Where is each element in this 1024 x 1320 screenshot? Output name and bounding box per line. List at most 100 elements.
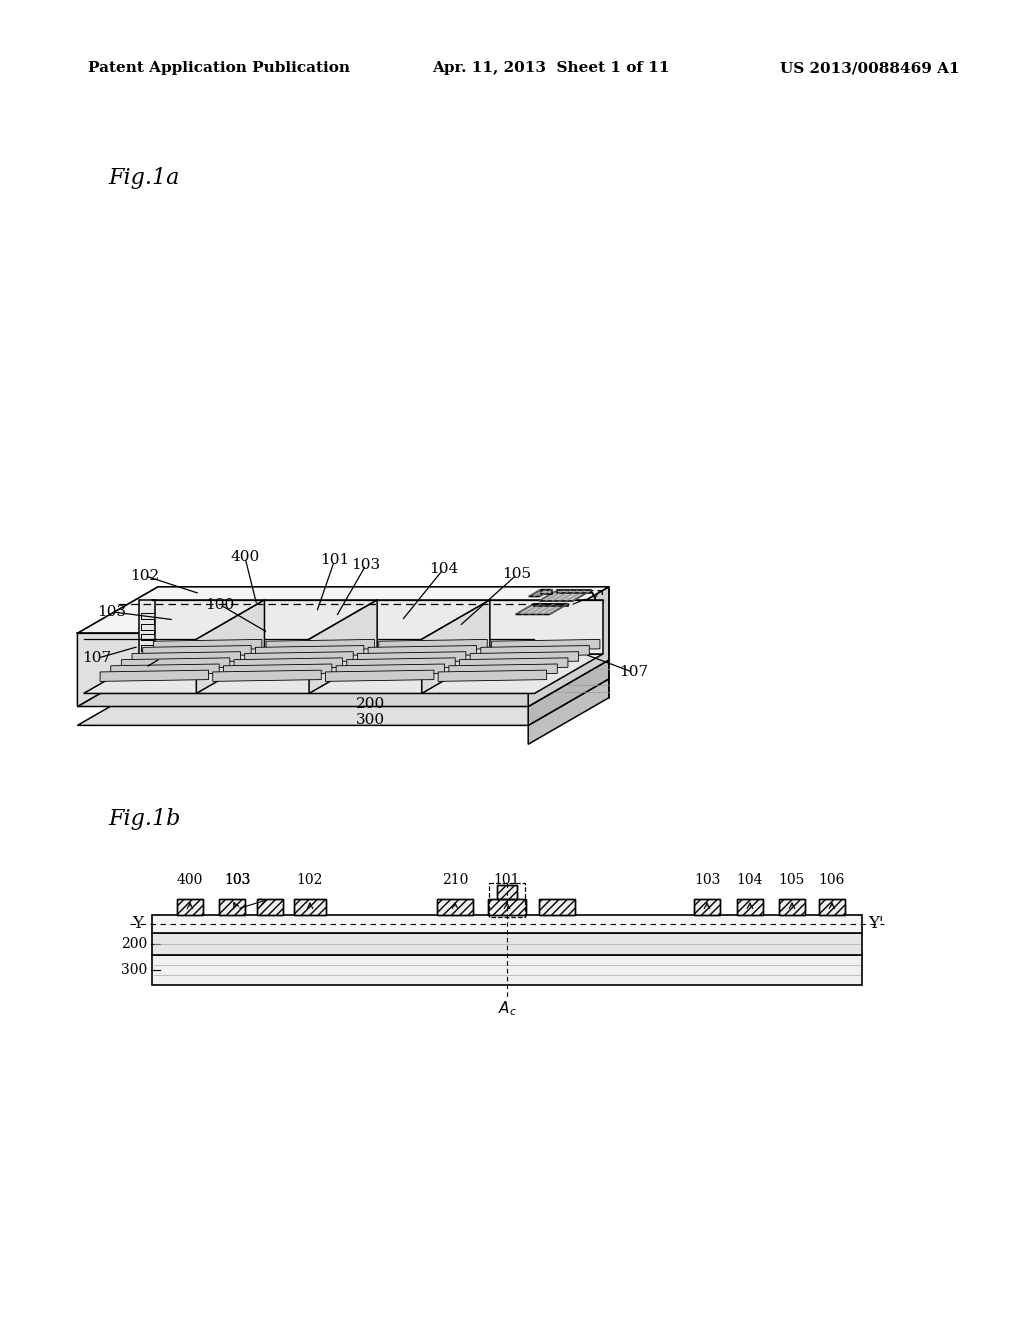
Text: 107: 107 (618, 665, 648, 680)
Text: Fig.1a: Fig.1a (108, 168, 179, 189)
Bar (152, 954, 862, 985)
Bar (488, 899, 526, 915)
Polygon shape (158, 678, 609, 698)
Polygon shape (78, 678, 609, 726)
Bar (737, 899, 763, 915)
Text: 104: 104 (429, 562, 459, 576)
Text: 300: 300 (356, 713, 385, 726)
Text: Apr. 11, 2013  Sheet 1 of 11: Apr. 11, 2013 Sheet 1 of 11 (432, 61, 670, 75)
Text: 103: 103 (97, 605, 127, 619)
Polygon shape (158, 587, 609, 660)
Bar (219, 899, 245, 915)
Polygon shape (111, 664, 219, 676)
Polygon shape (336, 664, 444, 676)
Polygon shape (357, 652, 466, 663)
Bar (539, 899, 575, 915)
Polygon shape (158, 660, 609, 678)
Polygon shape (78, 587, 609, 634)
Polygon shape (139, 601, 156, 661)
Text: 400: 400 (177, 873, 203, 887)
Text: 101: 101 (319, 553, 349, 568)
Bar (779, 899, 805, 915)
Text: Y: Y (130, 663, 142, 681)
Polygon shape (197, 599, 264, 693)
Polygon shape (255, 645, 364, 657)
Text: Fig.1b: Fig.1b (108, 808, 180, 830)
Polygon shape (347, 657, 456, 669)
Polygon shape (132, 652, 241, 663)
Polygon shape (539, 590, 591, 601)
Bar (257, 899, 283, 915)
Text: 300: 300 (121, 964, 147, 977)
Text: 200: 200 (356, 697, 385, 710)
Bar (152, 915, 862, 933)
Polygon shape (78, 587, 158, 706)
Polygon shape (245, 652, 353, 663)
Bar (177, 899, 203, 915)
Polygon shape (122, 657, 229, 669)
Text: 102: 102 (130, 569, 160, 583)
Bar (497, 884, 517, 899)
Polygon shape (266, 639, 375, 651)
Text: Y': Y' (868, 916, 884, 932)
Bar (694, 899, 720, 915)
Bar (488, 899, 526, 915)
Bar (219, 899, 245, 915)
Polygon shape (100, 671, 209, 681)
Polygon shape (541, 590, 552, 594)
Polygon shape (492, 639, 600, 651)
Text: 107: 107 (82, 651, 112, 665)
Polygon shape (438, 671, 547, 681)
Polygon shape (557, 590, 591, 593)
Polygon shape (78, 660, 609, 706)
Bar (779, 899, 805, 915)
Text: 106: 106 (819, 873, 845, 887)
Polygon shape (326, 671, 434, 681)
Text: 103: 103 (694, 873, 720, 887)
Polygon shape (460, 657, 568, 669)
Text: 105: 105 (779, 873, 805, 887)
Bar (819, 899, 845, 915)
Polygon shape (84, 655, 602, 693)
Text: Patent Application Publication: Patent Application Publication (88, 61, 350, 75)
Bar (294, 899, 326, 915)
Bar (737, 899, 763, 915)
Polygon shape (154, 639, 262, 651)
Text: US 2013/0088469 A1: US 2013/0088469 A1 (780, 61, 959, 75)
Polygon shape (528, 590, 552, 597)
Polygon shape (534, 605, 567, 606)
Text: 103: 103 (224, 873, 250, 887)
Text: 103: 103 (351, 558, 381, 572)
Text: $A_c$: $A_c$ (498, 999, 516, 1018)
Polygon shape (528, 587, 609, 706)
Polygon shape (379, 639, 487, 651)
Text: 104: 104 (736, 873, 763, 887)
Bar (177, 899, 203, 915)
Bar (489, 883, 525, 917)
Text: 103: 103 (224, 873, 250, 887)
Polygon shape (528, 678, 609, 744)
Bar (437, 899, 473, 915)
Polygon shape (213, 671, 322, 681)
Text: 101: 101 (494, 873, 520, 887)
Polygon shape (152, 599, 602, 655)
Bar (294, 899, 326, 915)
Polygon shape (470, 652, 579, 663)
Bar (819, 899, 845, 915)
Text: Y: Y (132, 916, 143, 932)
Polygon shape (481, 645, 589, 657)
Text: 210: 210 (441, 873, 468, 887)
Polygon shape (309, 599, 377, 693)
Bar (152, 933, 862, 954)
Text: 400: 400 (230, 550, 260, 565)
Text: Y': Y' (588, 590, 605, 609)
Bar (437, 899, 473, 915)
Polygon shape (528, 660, 609, 726)
Polygon shape (223, 664, 332, 676)
Polygon shape (422, 599, 489, 693)
Polygon shape (142, 645, 251, 657)
Polygon shape (515, 605, 567, 615)
Polygon shape (368, 645, 476, 657)
Text: 102: 102 (297, 873, 324, 887)
Bar (694, 899, 720, 915)
